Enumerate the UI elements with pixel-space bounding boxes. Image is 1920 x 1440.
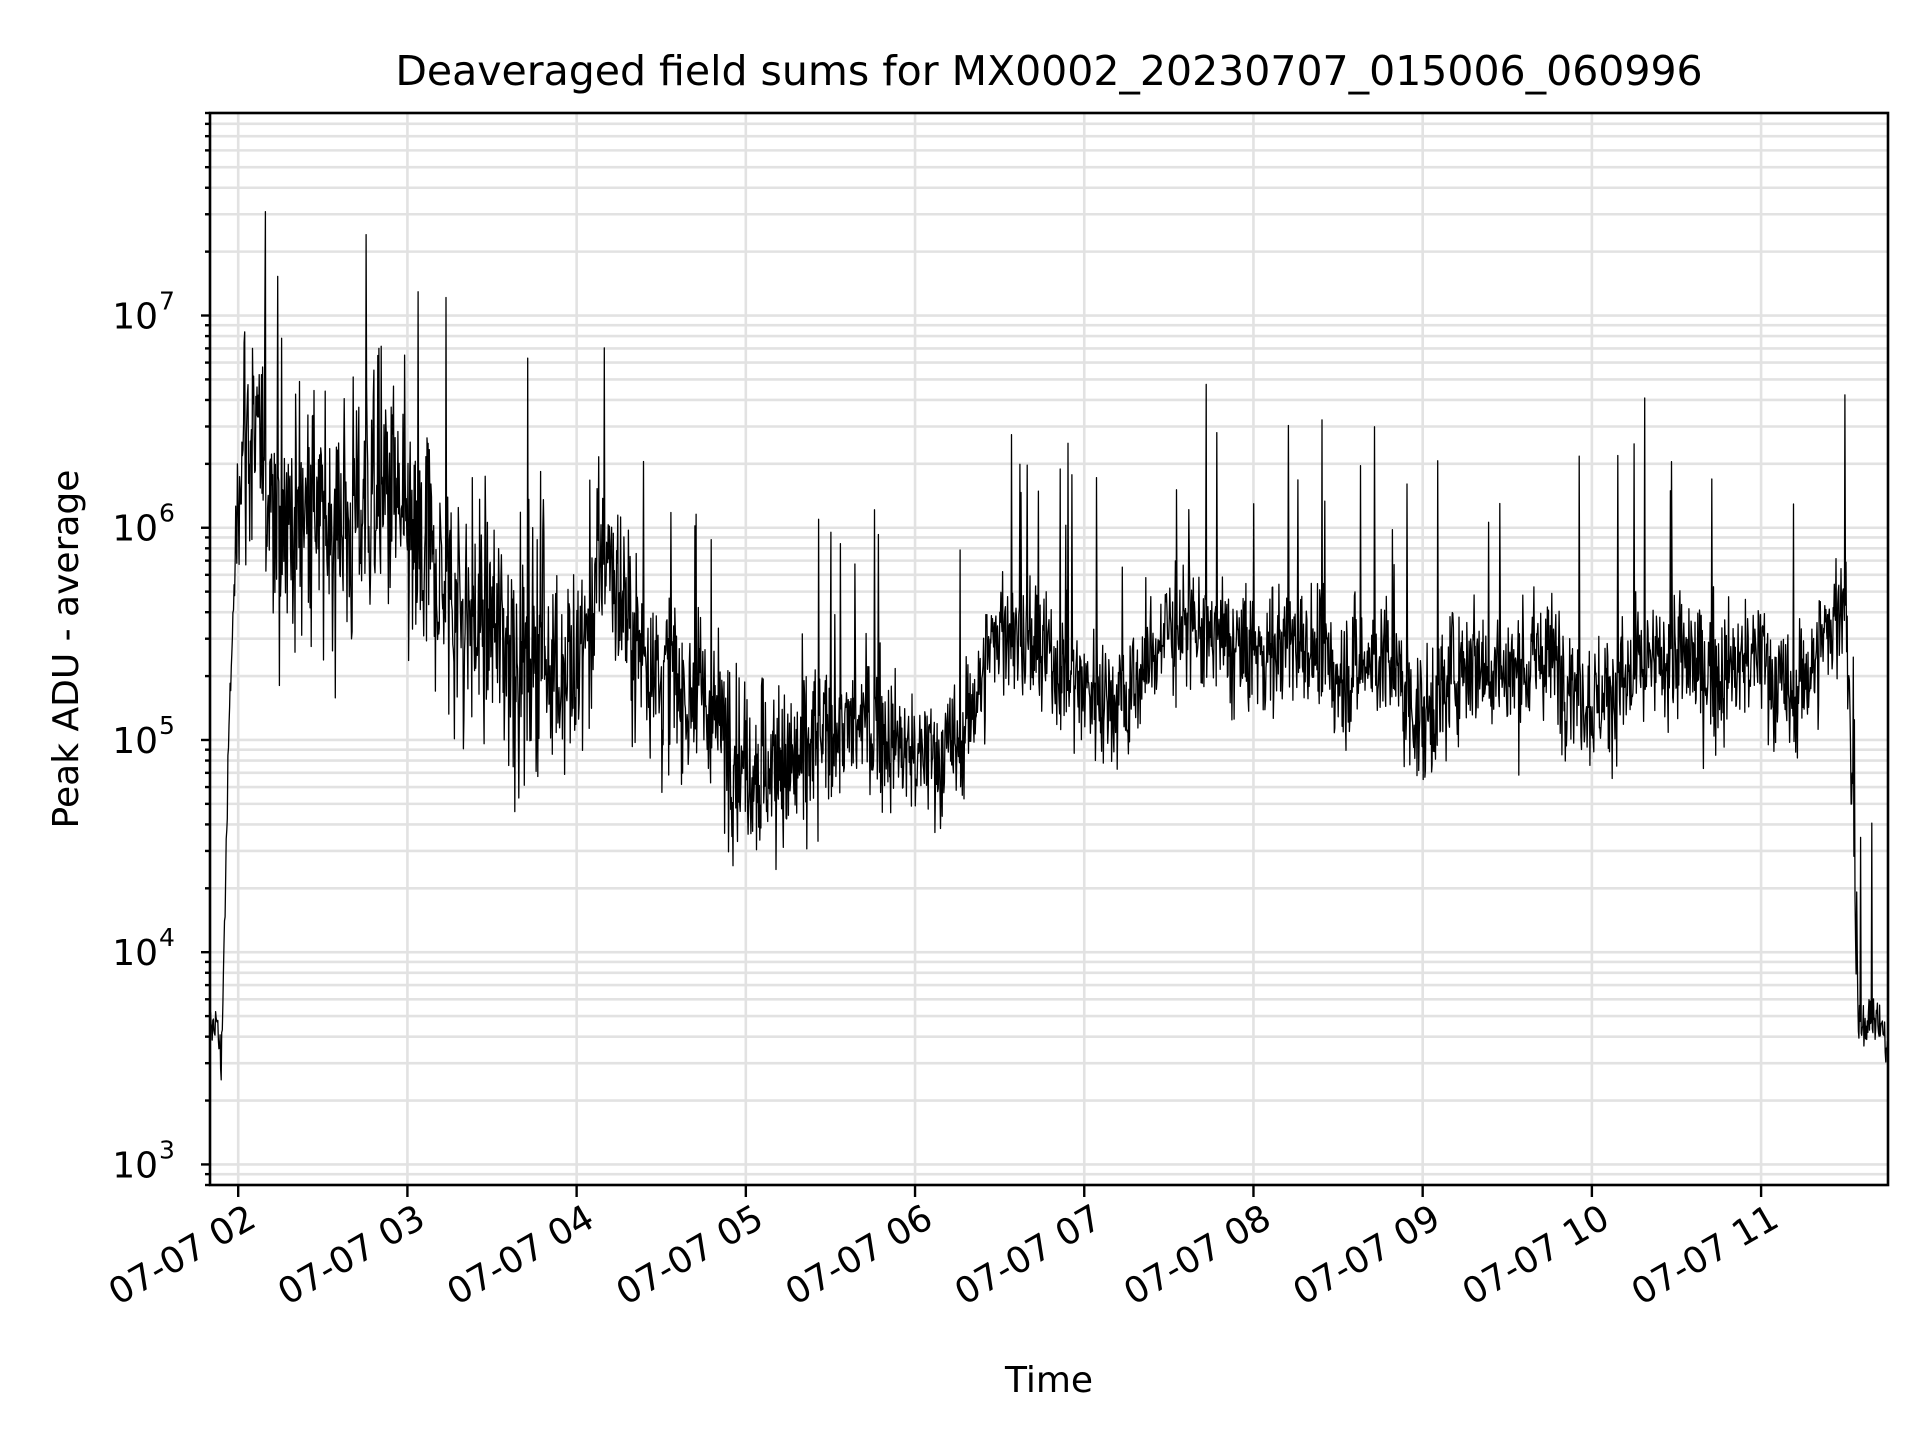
x-axis-ticks: 07-07 02 07-07 03 07-07 04 07-07 05 07-07 06… [102, 1185, 1786, 1314]
x-tick-label: 07-07 08 [1117, 1197, 1278, 1313]
x-tick-label: 07-07 04 [440, 1197, 601, 1313]
x-tick-label: 07-07 05 [610, 1197, 771, 1313]
x-tick-label: 07-07 10 [1456, 1197, 1617, 1313]
y-tick-label: 10 [112, 297, 158, 338]
y-tick-base: 10 [112, 721, 158, 762]
y-tick-exponent: 4 [159, 923, 175, 952]
y-axis-label: Peak ADU - average [46, 470, 87, 829]
y-tick-exponent: 3 [159, 1135, 175, 1164]
y-tick-base: 10 [112, 1145, 158, 1186]
x-tick-label: 07-07 03 [271, 1197, 432, 1313]
series-line [209, 211, 1889, 1081]
y-tick-label: 10 [112, 509, 158, 550]
y-tick-base: 10 [112, 509, 158, 550]
plot-frame [208, 111, 1890, 1187]
y-tick-exponent: 7 [159, 287, 175, 316]
y-tick-exponent: 5 [159, 711, 175, 740]
y-tick-label: 10 [112, 721, 158, 762]
x-tick-label: 07-07 09 [1286, 1197, 1447, 1313]
x-tick-label: 07-07 02 [102, 1197, 263, 1313]
x-tick-label: 07-07 06 [779, 1197, 940, 1313]
chart-title: Deaveraged field sums for MX0002_2023070… [395, 47, 1702, 95]
x-tick-label: 07-07 07 [948, 1197, 1109, 1313]
y-tick-label: 10 [112, 1145, 158, 1186]
x-axis-label: Time [1004, 1360, 1093, 1401]
y-tick-base: 10 [112, 933, 158, 974]
y-tick-base: 10 [112, 297, 158, 338]
y-tick-exponent: 6 [159, 499, 175, 528]
x-tick-label: 07-07 11 [1625, 1197, 1786, 1313]
y-tick-label: 10 [112, 933, 158, 974]
